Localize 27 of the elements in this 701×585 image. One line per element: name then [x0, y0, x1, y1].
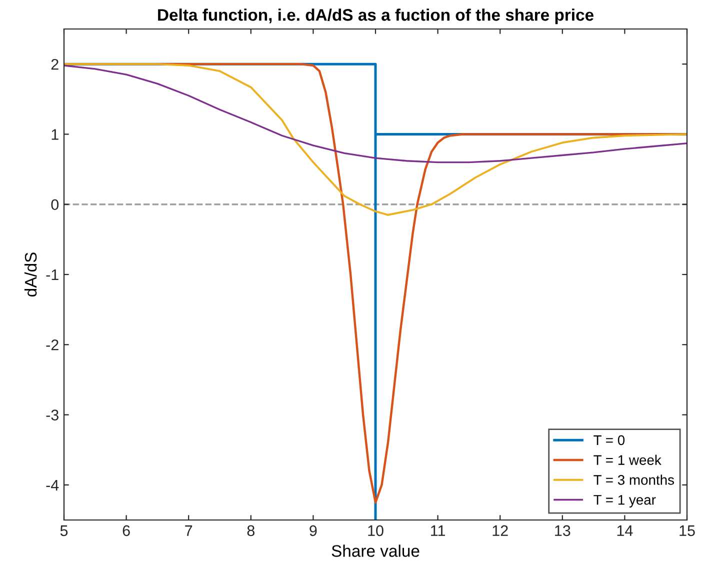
x-tick-label: 13	[555, 525, 570, 536]
x-tick-label: 15	[680, 525, 695, 536]
y-tick-label: 1	[52, 129, 58, 140]
y-tick-label: -2	[46, 340, 58, 350]
y-tick-label: -3	[46, 410, 58, 420]
x-tick-label: 12	[492, 525, 508, 536]
x-tick-label: 10	[368, 525, 384, 536]
y-tick-label: -4	[46, 480, 59, 490]
y-tick-label: 0	[51, 199, 59, 210]
y-tick-label: 2	[51, 58, 58, 70]
x-tick-label: 11	[431, 525, 445, 536]
x-tick-label: 9	[310, 525, 317, 536]
line-series	[64, 63, 687, 216]
x-tick-label: 8	[247, 525, 254, 536]
x-axis-title: Share value	[332, 544, 420, 557]
y-tick-label: -1	[46, 270, 58, 280]
legend-label: T = 1 week	[594, 454, 662, 465]
x-tick-label: 6	[122, 525, 130, 536]
chart-title: Delta function, i.e. dA/dS as a fuction of the share price	[158, 8, 594, 24]
y-axis-title: dA/dS	[24, 252, 37, 296]
legend-label: T = 3 months	[594, 474, 674, 485]
x-tick-label: 14	[617, 525, 633, 536]
x-tick-label: 7	[185, 525, 192, 536]
line-series	[64, 64, 687, 164]
x-tick-label: 5	[60, 525, 68, 536]
legend-label: T = 0	[594, 435, 625, 446]
legend-label: T = 1 year	[594, 495, 656, 508]
